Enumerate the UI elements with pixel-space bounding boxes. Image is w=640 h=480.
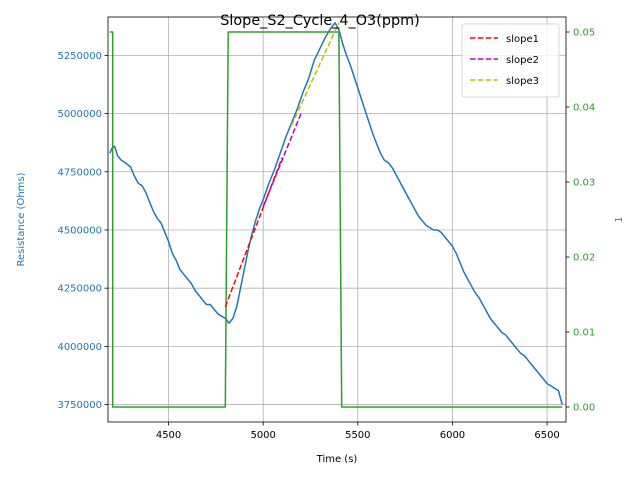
grid bbox=[108, 17, 566, 422]
y-right-tick-label: 0.00 bbox=[573, 403, 595, 414]
y-axis-right: 0.00 0.01 0.02 0.03 0.04 0.05 bbox=[566, 28, 595, 414]
legend-label-slope3: slope3 bbox=[506, 76, 539, 87]
y-left-tick-label: 4750000 bbox=[57, 167, 102, 178]
y-right-tick-label: 0.04 bbox=[573, 103, 595, 114]
x-tick-label: 6500 bbox=[534, 430, 559, 441]
y-left-tick-label: 4500000 bbox=[57, 225, 102, 236]
y-axis-right-label: 1 bbox=[614, 216, 625, 222]
series-resistance-line bbox=[109, 22, 563, 405]
y-left-tick-label: 5250000 bbox=[57, 51, 102, 62]
y-left-tick-label: 4000000 bbox=[57, 342, 102, 353]
y-left-tick-label: 4250000 bbox=[57, 284, 102, 295]
legend-box bbox=[461, 23, 560, 98]
series-layer bbox=[109, 22, 563, 408]
legend: slope1 slope2 slope3 bbox=[461, 23, 560, 98]
y-axis-left: 3750000 4000000 4250000 4500000 4750000 50000… bbox=[57, 51, 108, 411]
y-right-tick-label: 0.01 bbox=[573, 328, 595, 339]
x-tick-label: 4500 bbox=[156, 430, 181, 441]
y-left-tick-label: 3750000 bbox=[57, 400, 102, 411]
x-axis-label: Time (s) bbox=[316, 454, 358, 465]
x-tick-label: 6000 bbox=[440, 430, 465, 441]
series-slope3-line bbox=[290, 22, 340, 126]
y-right-tick-label: 0.03 bbox=[573, 178, 595, 189]
chart-title: Slope_S2_Cycle_4_O3(ppm) bbox=[220, 13, 419, 29]
x-tick-label: 5500 bbox=[345, 430, 370, 441]
y-left-tick-label: 5000000 bbox=[57, 109, 102, 120]
x-axis: 4500 5000 5500 6000 6500 bbox=[156, 422, 560, 441]
y-axis-left-label: Resistance (Ohms) bbox=[16, 172, 27, 266]
series-ozone-line bbox=[109, 31, 563, 408]
legend-label-slope2: slope2 bbox=[506, 55, 539, 66]
y-right-tick-label: 0.05 bbox=[573, 28, 595, 39]
plot-frame bbox=[107, 16, 567, 423]
series-slope2-line bbox=[262, 113, 302, 207]
legend-label-slope1: slope1 bbox=[506, 34, 539, 45]
x-tick-label: 5000 bbox=[250, 430, 275, 441]
y-right-tick-label: 0.02 bbox=[573, 253, 595, 264]
series-slope1-line bbox=[224, 157, 283, 308]
